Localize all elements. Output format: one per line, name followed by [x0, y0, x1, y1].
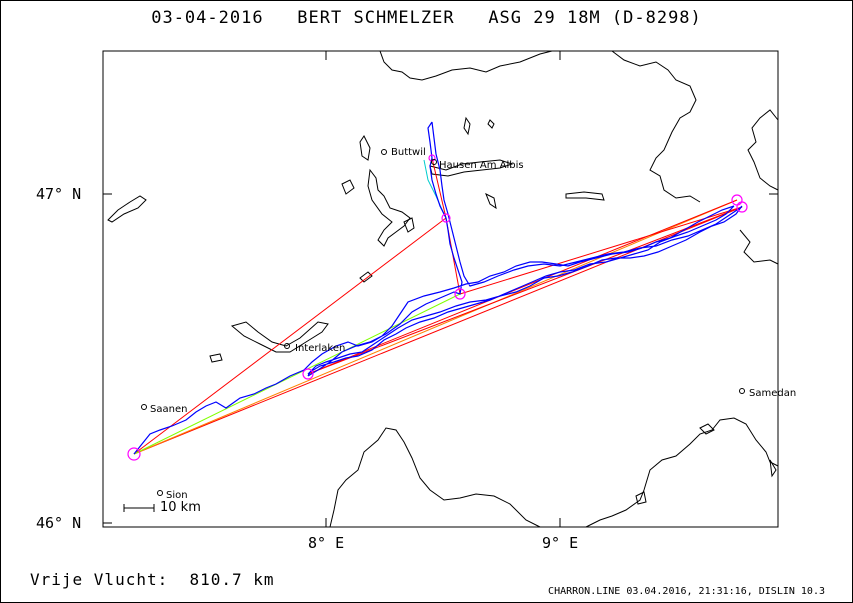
turnpoint-east-2 — [736, 201, 748, 213]
place-saanen: Saanen — [150, 404, 188, 415]
task-line-1 — [133, 217, 447, 455]
flight-date: 03-04-2016 — [151, 8, 264, 28]
lake-zug — [359, 135, 371, 161]
task-line-3 — [133, 199, 738, 455]
turnpoint-north — [441, 213, 451, 223]
scale-label: 10 km — [160, 500, 201, 515]
border-east-lower — [739, 229, 779, 265]
place-interlaken: Interlaken — [295, 343, 346, 354]
marker-hausen — [431, 159, 437, 165]
glider-name: ASG 29 18M (D-8298) — [488, 8, 702, 28]
task-line-5 — [307, 199, 738, 375]
turnpoint-start — [127, 447, 141, 461]
lake-sempach — [341, 179, 355, 195]
place-sion: Sion — [166, 490, 188, 501]
turnpoints — [127, 154, 748, 461]
lat-label-46: 46° N — [36, 514, 82, 532]
turnpoint-center — [454, 288, 466, 300]
distance-readout: Vrije Vlucht: 810.7 km — [30, 570, 275, 589]
map-title: 03-04-2016 BERT SCHMELZER ASG 29 18M (D-… — [0, 8, 853, 28]
lake-geneva — [107, 195, 147, 223]
place-samedan: Samedan — [749, 388, 797, 399]
lake-small-2 — [209, 353, 223, 363]
lake-small-3 — [635, 491, 647, 505]
leg-green — [133, 293, 461, 455]
lake-walensee — [565, 191, 605, 201]
turnpoint-interlaken — [302, 368, 314, 380]
pilot-name: BERT SCHMELZER — [297, 8, 455, 28]
footer-credit: CHARRON.LINE 03.04.2016, 21:31:16, DISLI… — [548, 586, 825, 597]
lake-sarnen — [403, 217, 415, 233]
marker-interlaken — [284, 343, 290, 349]
lon-label-9: 9° E — [542, 534, 579, 552]
task-line-6 — [459, 206, 743, 295]
lake-thun — [230, 321, 329, 353]
lake-hallwil — [463, 116, 471, 136]
border-east-right — [747, 109, 779, 191]
place-hausen: Hausen Am Albis — [439, 160, 524, 171]
marker-buttwil — [381, 149, 387, 155]
marker-sion — [157, 490, 163, 496]
geography-outlines — [107, 50, 779, 528]
distance-value: 810.7 km — [189, 570, 275, 589]
axis-ticks — [103, 51, 778, 527]
task-lines — [133, 157, 743, 455]
task-line-4 — [307, 206, 743, 375]
place-markers — [141, 149, 745, 496]
lake-zurich — [429, 159, 514, 177]
scale-bar — [123, 504, 155, 512]
lake-sils — [699, 423, 715, 435]
plot-box — [102, 50, 779, 528]
lake-brienz — [359, 271, 373, 283]
lake-greifensee — [487, 119, 495, 129]
border-south-east — [585, 417, 779, 528]
distance-label: Vrije Vlucht: — [30, 570, 169, 589]
lake-lucerne — [367, 168, 411, 247]
task-line-8 — [431, 157, 447, 219]
lake-small-4 — [769, 459, 777, 478]
border-northeast — [611, 50, 701, 203]
border-south — [329, 427, 541, 528]
lat-label-47: 47° N — [36, 185, 82, 203]
lake-small-1 — [485, 192, 497, 210]
marker-samedan — [739, 388, 745, 394]
flight-track — [133, 121, 743, 455]
lon-label-8: 8° E — [308, 534, 345, 552]
marker-saanen — [141, 404, 147, 410]
place-buttwil: Buttwil — [391, 147, 426, 158]
border-north — [379, 50, 553, 81]
